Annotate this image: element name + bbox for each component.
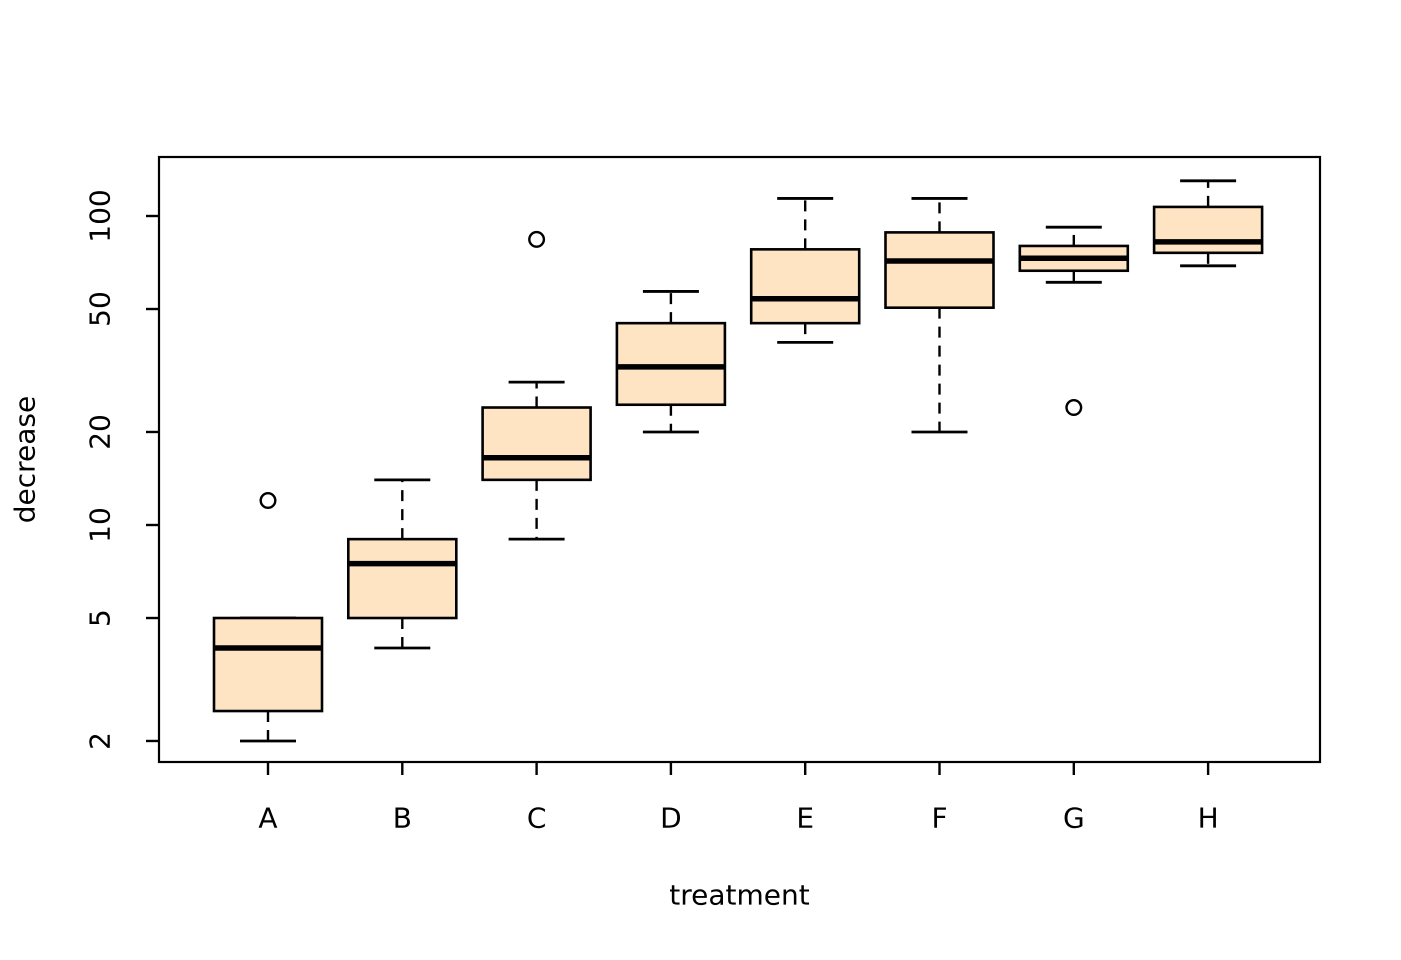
boxes-layer [212,179,1264,743]
boxplot-F [884,197,995,434]
boxplot-E [749,197,861,344]
outlier-point-A-12 [259,492,277,510]
box-iqr-C [481,406,592,482]
outlier-point-C-84 [528,230,546,248]
y-axis-tick-label-2: 2 [84,732,117,750]
x-axis-tick-label-G: G [1063,802,1085,835]
y-axis-tick-label-5: 5 [84,609,117,627]
y-axis-title: decrease [9,396,42,524]
boxplot-G [1018,225,1130,417]
x-axis-tick-label-E: E [796,802,814,835]
boxplot-A [212,492,324,743]
boxplot-C [481,230,592,541]
x-axis-tick-label-H: H [1198,802,1219,835]
x-axis-tick-label-F: F [931,802,947,835]
box-iqr-H [1152,205,1264,255]
x-axis-tick-label-A: A [258,802,277,835]
boxplot-H [1152,179,1264,268]
boxplot-D [615,290,727,434]
x-axis-title: treatment [669,879,809,912]
boxplot-B [346,478,458,650]
y-axis-tick-label-100: 100 [84,189,117,242]
plot-frame [157,155,1322,764]
box-iqr-D [615,321,727,407]
x-axis-tick-label-C: C [527,802,547,835]
x-axis-tick-label-B: B [393,802,412,835]
outlier-point-G-24 [1065,399,1083,417]
box-iqr-E [749,248,861,325]
box-iqr-B [346,537,458,620]
box-iqr-A [212,616,324,713]
y-axis-tick-label-50: 50 [84,291,117,327]
y-axis-tick-label-10: 10 [84,507,117,543]
box-iqr-F [884,231,995,309]
x-axis-tick-label-D: D [660,802,682,835]
axes-layer: 2 5 10 20 50 100 A B C D E F G H [84,189,1219,834]
y-axis-tick-label-20: 20 [84,414,117,450]
